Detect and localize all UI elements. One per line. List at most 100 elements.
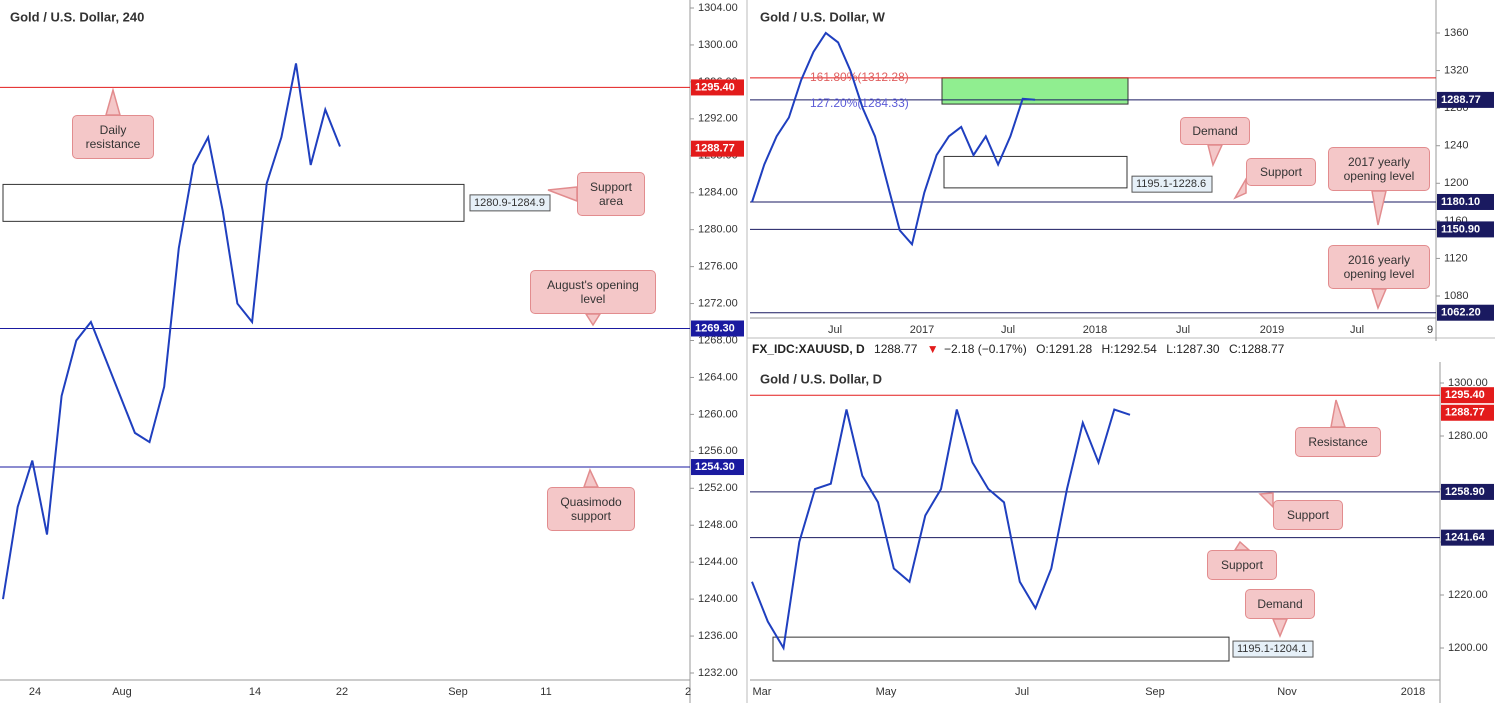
- price-label-box: [1441, 404, 1494, 421]
- zone-label: 1195.1-1204.1: [1237, 643, 1307, 655]
- price-label: 1288.77: [1445, 407, 1485, 419]
- chart-title: Gold / U.S. Dollar, D: [760, 371, 882, 386]
- price-label: 1288.77: [1441, 94, 1481, 106]
- change: −2.18 (−0.17%): [944, 342, 1027, 356]
- y-tick-label: 1300.00: [698, 39, 738, 51]
- x-tick-label: Sep: [448, 686, 468, 698]
- price-label: 1288.77: [695, 143, 735, 155]
- y-tick-label: 1280.00: [698, 224, 738, 236]
- x-tick-label: 11: [540, 686, 551, 698]
- x-tick-label: 2018: [1401, 686, 1425, 698]
- callout-pointer: [1207, 144, 1224, 168]
- y-tick-label: 1320: [1444, 64, 1468, 76]
- callout: Support: [1246, 158, 1316, 186]
- callout: Demand: [1180, 117, 1250, 145]
- y-tick-label: 1284.00: [698, 187, 738, 199]
- price-line: [751, 408, 1131, 651]
- y-tick-label: 1360: [1444, 27, 1468, 39]
- y-tick-label: 1248.00: [698, 519, 738, 531]
- y-tick-label: 1240.00: [698, 593, 738, 605]
- low: L:1287.30: [1166, 342, 1220, 356]
- y-tick-label: 1220.00: [1448, 589, 1488, 601]
- x-tick-label: 24: [29, 686, 41, 698]
- callout: Support area: [577, 172, 645, 216]
- y-tick-label: 1252.00: [698, 482, 738, 494]
- price-label: 1150.90: [1441, 223, 1480, 235]
- price-label: 1258.90: [1445, 486, 1485, 498]
- price-label-box: [691, 459, 744, 476]
- zone-label: 1195.1-1228.6: [1136, 178, 1206, 190]
- y-tick-label: 1304.00: [698, 2, 738, 14]
- close: C:1288.77: [1228, 342, 1285, 356]
- callout: Support: [1207, 550, 1277, 580]
- callout-pointer: [582, 468, 600, 488]
- x-tick-label: May: [876, 686, 897, 698]
- zone-label-box: [1131, 175, 1213, 193]
- callout-pointer: [547, 186, 578, 203]
- callout-pointer: [1330, 399, 1347, 428]
- callout: Daily resistance: [72, 115, 154, 159]
- x-tick-label: Mar: [753, 686, 772, 698]
- high: H:1292.54: [1101, 342, 1157, 356]
- y-tick-label: 1280.00: [1448, 430, 1488, 442]
- zone-label: 1280.9-1284.9: [474, 197, 545, 209]
- y-tick-label: 1200: [1444, 177, 1468, 189]
- chart-title: Gold / U.S. Dollar, W: [760, 9, 886, 24]
- x-tick-label: Jul: [828, 324, 842, 336]
- price-line: [2, 63, 341, 600]
- x-tick-label: 2: [685, 686, 691, 698]
- callout-pointer: [1258, 492, 1274, 509]
- callout: 2017 yearly opening level: [1328, 147, 1430, 191]
- price-label-box: [1437, 221, 1494, 238]
- y-tick-label: 1256.00: [698, 445, 738, 457]
- zone: [772, 636, 1230, 662]
- x-tick-label: 2019: [1260, 324, 1284, 336]
- callout-pointer: [1370, 288, 1388, 311]
- y-tick-label: 1232.00: [698, 667, 738, 679]
- price-label-box: [691, 79, 744, 96]
- x-tick-label: 22: [336, 686, 348, 698]
- x-tick-label: 9: [1427, 324, 1433, 336]
- x-tick-label: Jul: [1350, 324, 1364, 336]
- x-tick-label: Sep: [1145, 686, 1165, 698]
- zone-label-box: [469, 194, 551, 212]
- price-label: 1295.40: [1445, 389, 1485, 401]
- price-label: 1180.10: [1441, 196, 1480, 208]
- info-bar: FX_IDC:XAUUSD, D 1288.77 ▼ −2.18 (−0.17%…: [752, 342, 1290, 356]
- zone: [943, 155, 1128, 189]
- x-tick-label: Jul: [1176, 324, 1190, 336]
- symbol: FX_IDC:XAUUSD, D: [752, 342, 865, 356]
- y-tick-label: 1268.00: [698, 334, 738, 346]
- callout: 2016 yearly opening level: [1328, 245, 1430, 289]
- y-tick-label: 1276.00: [698, 261, 738, 273]
- price-label: 1241.64: [1445, 532, 1486, 544]
- callout: Resistance: [1295, 427, 1381, 457]
- x-tick-label: Jul: [1001, 324, 1015, 336]
- callout-pointer: [1271, 618, 1289, 638]
- y-tick-label: 1240: [1444, 140, 1468, 152]
- y-tick-label: 1120: [1444, 252, 1468, 264]
- y-tick-label: 1244.00: [698, 556, 738, 568]
- x-tick-label: Aug: [112, 686, 132, 698]
- zone: [2, 183, 465, 222]
- callout-pointer: [1371, 190, 1387, 226]
- price-label-box: [1437, 91, 1494, 108]
- arrow: ▼: [926, 342, 939, 356]
- callout-pointer: [584, 313, 602, 327]
- price-label: 1062.20: [1441, 307, 1481, 319]
- last: 1288.77: [874, 342, 918, 356]
- price-label-box: [691, 140, 744, 157]
- callout: Quasimodo support: [547, 487, 635, 531]
- fib-label: 127.20%(1284.33): [810, 96, 909, 110]
- y-tick-label: 1200.00: [1448, 642, 1488, 654]
- zone-label-box: [1232, 640, 1314, 658]
- x-tick-label: Jul: [1015, 686, 1029, 698]
- callout-pointer: [1233, 540, 1251, 551]
- y-tick-label: 1272.00: [698, 297, 738, 309]
- chart-title: Gold / U.S. Dollar, 240: [10, 9, 144, 24]
- price-label-box: [1441, 529, 1494, 546]
- y-tick-label: 1080: [1444, 290, 1468, 302]
- x-tick-label: 2017: [910, 324, 934, 336]
